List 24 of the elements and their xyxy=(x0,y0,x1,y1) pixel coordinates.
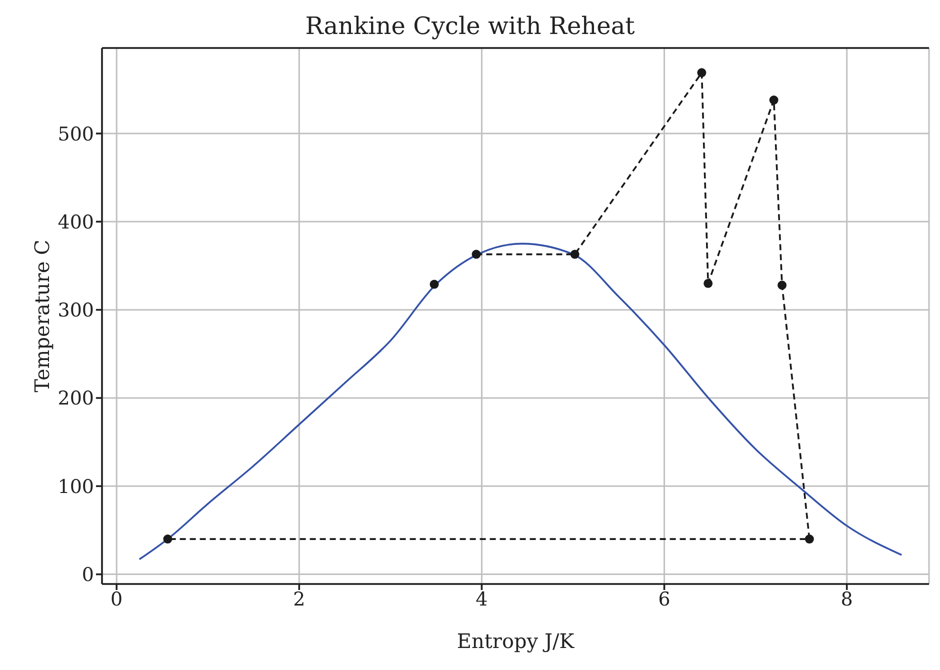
y-tick-label: 400 xyxy=(58,211,94,234)
y-tick-label: 0 xyxy=(82,564,94,586)
point xyxy=(163,534,172,544)
y-axis-title: Temperature C xyxy=(30,240,54,392)
point xyxy=(570,250,580,259)
point xyxy=(778,280,787,290)
point xyxy=(804,534,814,544)
x-tick-label: 6 xyxy=(658,588,670,610)
y-tick-label: 300 xyxy=(58,300,94,322)
x-tick-label: 4 xyxy=(476,588,488,610)
y-tick-label: 500 xyxy=(58,123,94,146)
x-tick-label: 2 xyxy=(293,588,306,610)
line-series xyxy=(138,242,903,560)
x-tick-label: 8 xyxy=(840,588,853,610)
y-tick-label: 100 xyxy=(58,476,94,498)
x-axis-title: Entropy J/K xyxy=(456,629,576,653)
point xyxy=(769,96,778,105)
chart-title: Rankine Cycle with Reheat xyxy=(304,11,636,42)
point xyxy=(472,250,481,259)
point xyxy=(697,68,706,78)
x-tick-label: 0 xyxy=(110,588,123,610)
point xyxy=(430,280,439,289)
point xyxy=(704,278,713,288)
y-tick-label: 200 xyxy=(58,388,94,410)
